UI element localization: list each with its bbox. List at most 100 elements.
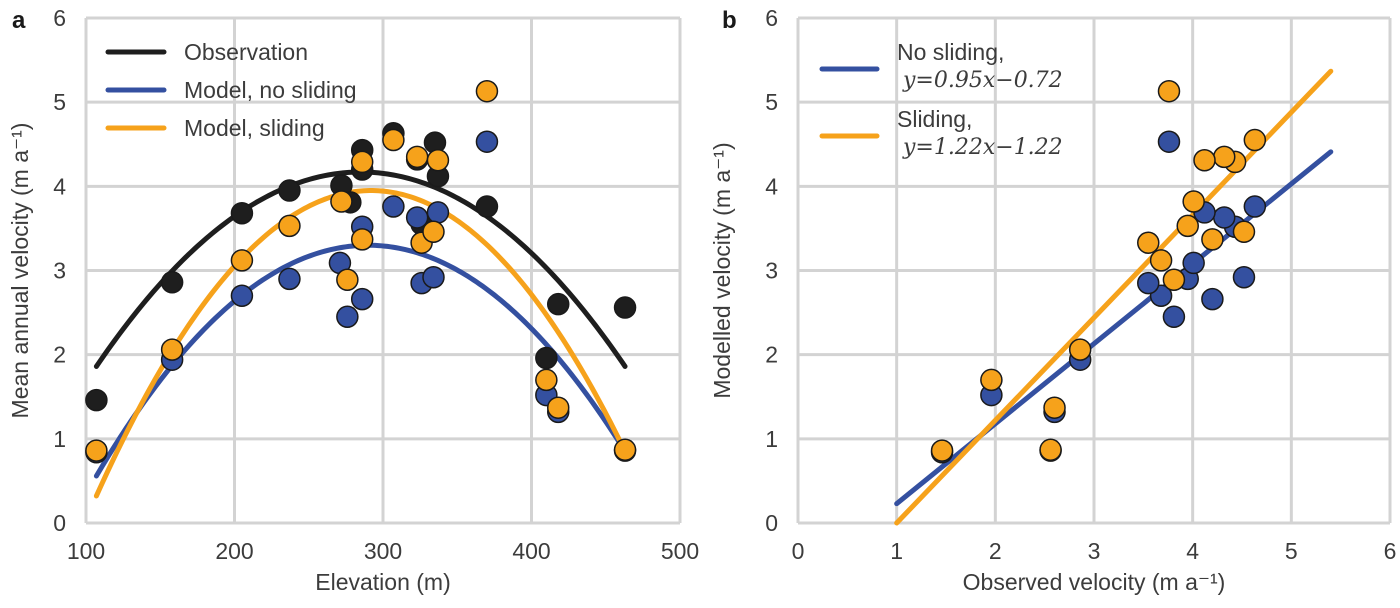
x-tick-label: 100 — [67, 538, 105, 564]
y-tick-label: 3 — [53, 258, 66, 284]
data-points — [930, 79, 1267, 464]
data-point-no_sliding — [1182, 251, 1205, 275]
x-tick-label: 2 — [989, 538, 1002, 564]
x-tick-label: 4 — [1186, 538, 1199, 564]
data-point-sliding — [535, 368, 558, 392]
data-point-observation — [546, 292, 570, 316]
data-point-sliding — [1182, 190, 1205, 213]
legend: No sliding, y=0.95x−0.72 Sliding, y=1.22x−1… — [819, 39, 1063, 160]
x-tick-label: 200 — [215, 538, 253, 564]
data-point-sliding — [1137, 231, 1160, 254]
data-point-sliding — [1149, 249, 1173, 272]
x-tick-label: 400 — [512, 538, 550, 564]
data-point-sliding — [350, 228, 374, 251]
x-tick-label: 3 — [1088, 538, 1101, 564]
data-point-sliding — [230, 249, 254, 272]
legend-equation-no_sliding: y=0.95x−0.72 — [902, 68, 1063, 93]
y-tick-label: 4 — [53, 173, 66, 199]
data-point-observation — [535, 346, 558, 370]
data-point-sliding — [160, 338, 184, 361]
y-tick-label: 0 — [765, 510, 778, 536]
data-point-no_sliding — [1157, 130, 1181, 153]
data-point-no_sliding — [230, 284, 254, 307]
y-tick-label: 1 — [53, 426, 66, 452]
data-point-sliding — [350, 150, 374, 174]
data-point-sliding — [382, 128, 405, 152]
data-point-sliding — [85, 439, 108, 462]
data-point-observation — [613, 296, 637, 319]
x-axis-label: Observed velocity (m a⁻¹) — [963, 569, 1226, 595]
data-point-sliding — [1232, 220, 1256, 244]
data-point-observation — [85, 388, 108, 412]
data-point-no_sliding — [336, 305, 359, 329]
data-point-no_sliding — [475, 130, 499, 153]
y-tick-label: 1 — [765, 426, 778, 452]
data-point-sliding — [1043, 396, 1066, 419]
data-point-no_sliding — [1212, 206, 1236, 229]
data-point-sliding — [426, 148, 450, 172]
data-point-sliding — [475, 79, 499, 103]
data-point-sliding — [613, 438, 637, 462]
data-point-sliding — [1039, 438, 1062, 462]
data-point-sliding — [980, 368, 1003, 392]
data-point-sliding — [405, 145, 429, 169]
data-point-sliding — [1157, 79, 1181, 103]
x-tick-label: 0 — [792, 538, 805, 564]
data-point-observation — [230, 202, 254, 225]
x-tick-label: 5 — [1285, 538, 1298, 564]
data-point-sliding — [336, 268, 359, 292]
data-point-sliding — [1176, 214, 1199, 238]
data-point-sliding — [1162, 268, 1186, 292]
legend-label-observation: Observation — [184, 39, 308, 65]
legend-equation-sliding: y=1.22x−1.22 — [902, 135, 1063, 160]
data-point-no_sliding — [1243, 195, 1267, 218]
y-tick-label: 4 — [765, 173, 778, 199]
y-tick-label: 6 — [765, 5, 778, 31]
x-tick-label: 6 — [1384, 538, 1397, 564]
y-tick-label: 5 — [53, 89, 66, 115]
data-point-sliding — [1212, 145, 1236, 169]
data-point-sliding — [546, 396, 570, 419]
legend-label-no_sliding: Model, no sliding — [184, 77, 357, 103]
panel-letter: b — [722, 7, 737, 34]
y-tick-label: 5 — [765, 89, 778, 115]
panel-a: 100 200 300 400 500 0 1 2 3 4 5 6 Elevation (m) Mean … — [7, 5, 699, 595]
data-points — [85, 79, 637, 464]
legend: Observation Model, no sliding Model, slidi… — [105, 39, 357, 141]
x-tick-label: 500 — [661, 538, 699, 564]
y-tick-label: 3 — [765, 258, 778, 284]
y-axis-label: Mean annual velocity (m a⁻¹) — [7, 123, 33, 419]
data-point-sliding — [1243, 128, 1267, 152]
data-point-observation — [160, 271, 184, 294]
x-tick-label: 300 — [364, 538, 402, 564]
fit-line-sliding — [93, 188, 628, 499]
y-tick-label: 2 — [53, 342, 66, 368]
x-tick-label: 1 — [890, 538, 903, 564]
data-point-no_sliding — [1137, 271, 1160, 295]
data-point-sliding — [1068, 338, 1092, 361]
y-tick-label: 6 — [53, 5, 66, 31]
panel-b: 0 1 2 3 4 5 6 0 1 2 3 4 5 6 Observed velocity (m a⁻¹) M… — [709, 5, 1396, 595]
data-point-sliding — [278, 214, 301, 238]
y-tick-label: 0 — [53, 510, 66, 536]
data-point-no_sliding — [278, 267, 301, 291]
data-point-no_sliding — [422, 265, 445, 289]
x-axis-label: Elevation (m) — [315, 569, 450, 595]
data-point-sliding — [330, 190, 353, 213]
data-point-no_sliding — [382, 195, 405, 218]
legend-label-sliding: Sliding, — [897, 106, 972, 132]
data-point-no_sliding — [1201, 287, 1224, 311]
data-point-sliding — [1201, 228, 1224, 251]
legend-label-no_sliding: No sliding, — [897, 39, 1004, 65]
data-point-sliding — [930, 439, 954, 462]
y-tick-label: 2 — [765, 342, 778, 368]
panel-letter: a — [12, 7, 26, 34]
y-axis-label: Modelled velocity (m a⁻¹) — [709, 142, 735, 398]
data-point-no_sliding — [1162, 305, 1186, 329]
data-point-no_sliding — [426, 201, 450, 224]
data-point-observation — [278, 179, 301, 202]
legend-label-sliding: Model, sliding — [184, 115, 325, 141]
data-point-sliding — [422, 220, 445, 244]
data-point-no_sliding — [350, 287, 374, 311]
